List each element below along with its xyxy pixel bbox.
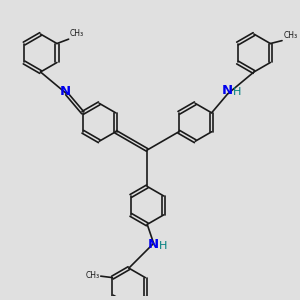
Text: N: N xyxy=(60,85,71,98)
Text: N: N xyxy=(221,84,233,98)
Text: CH₃: CH₃ xyxy=(283,31,297,40)
Text: N: N xyxy=(148,238,159,251)
Text: CH₃: CH₃ xyxy=(69,29,83,38)
Text: CH₃: CH₃ xyxy=(85,271,100,280)
Text: H: H xyxy=(159,241,167,251)
Text: H: H xyxy=(233,87,241,98)
